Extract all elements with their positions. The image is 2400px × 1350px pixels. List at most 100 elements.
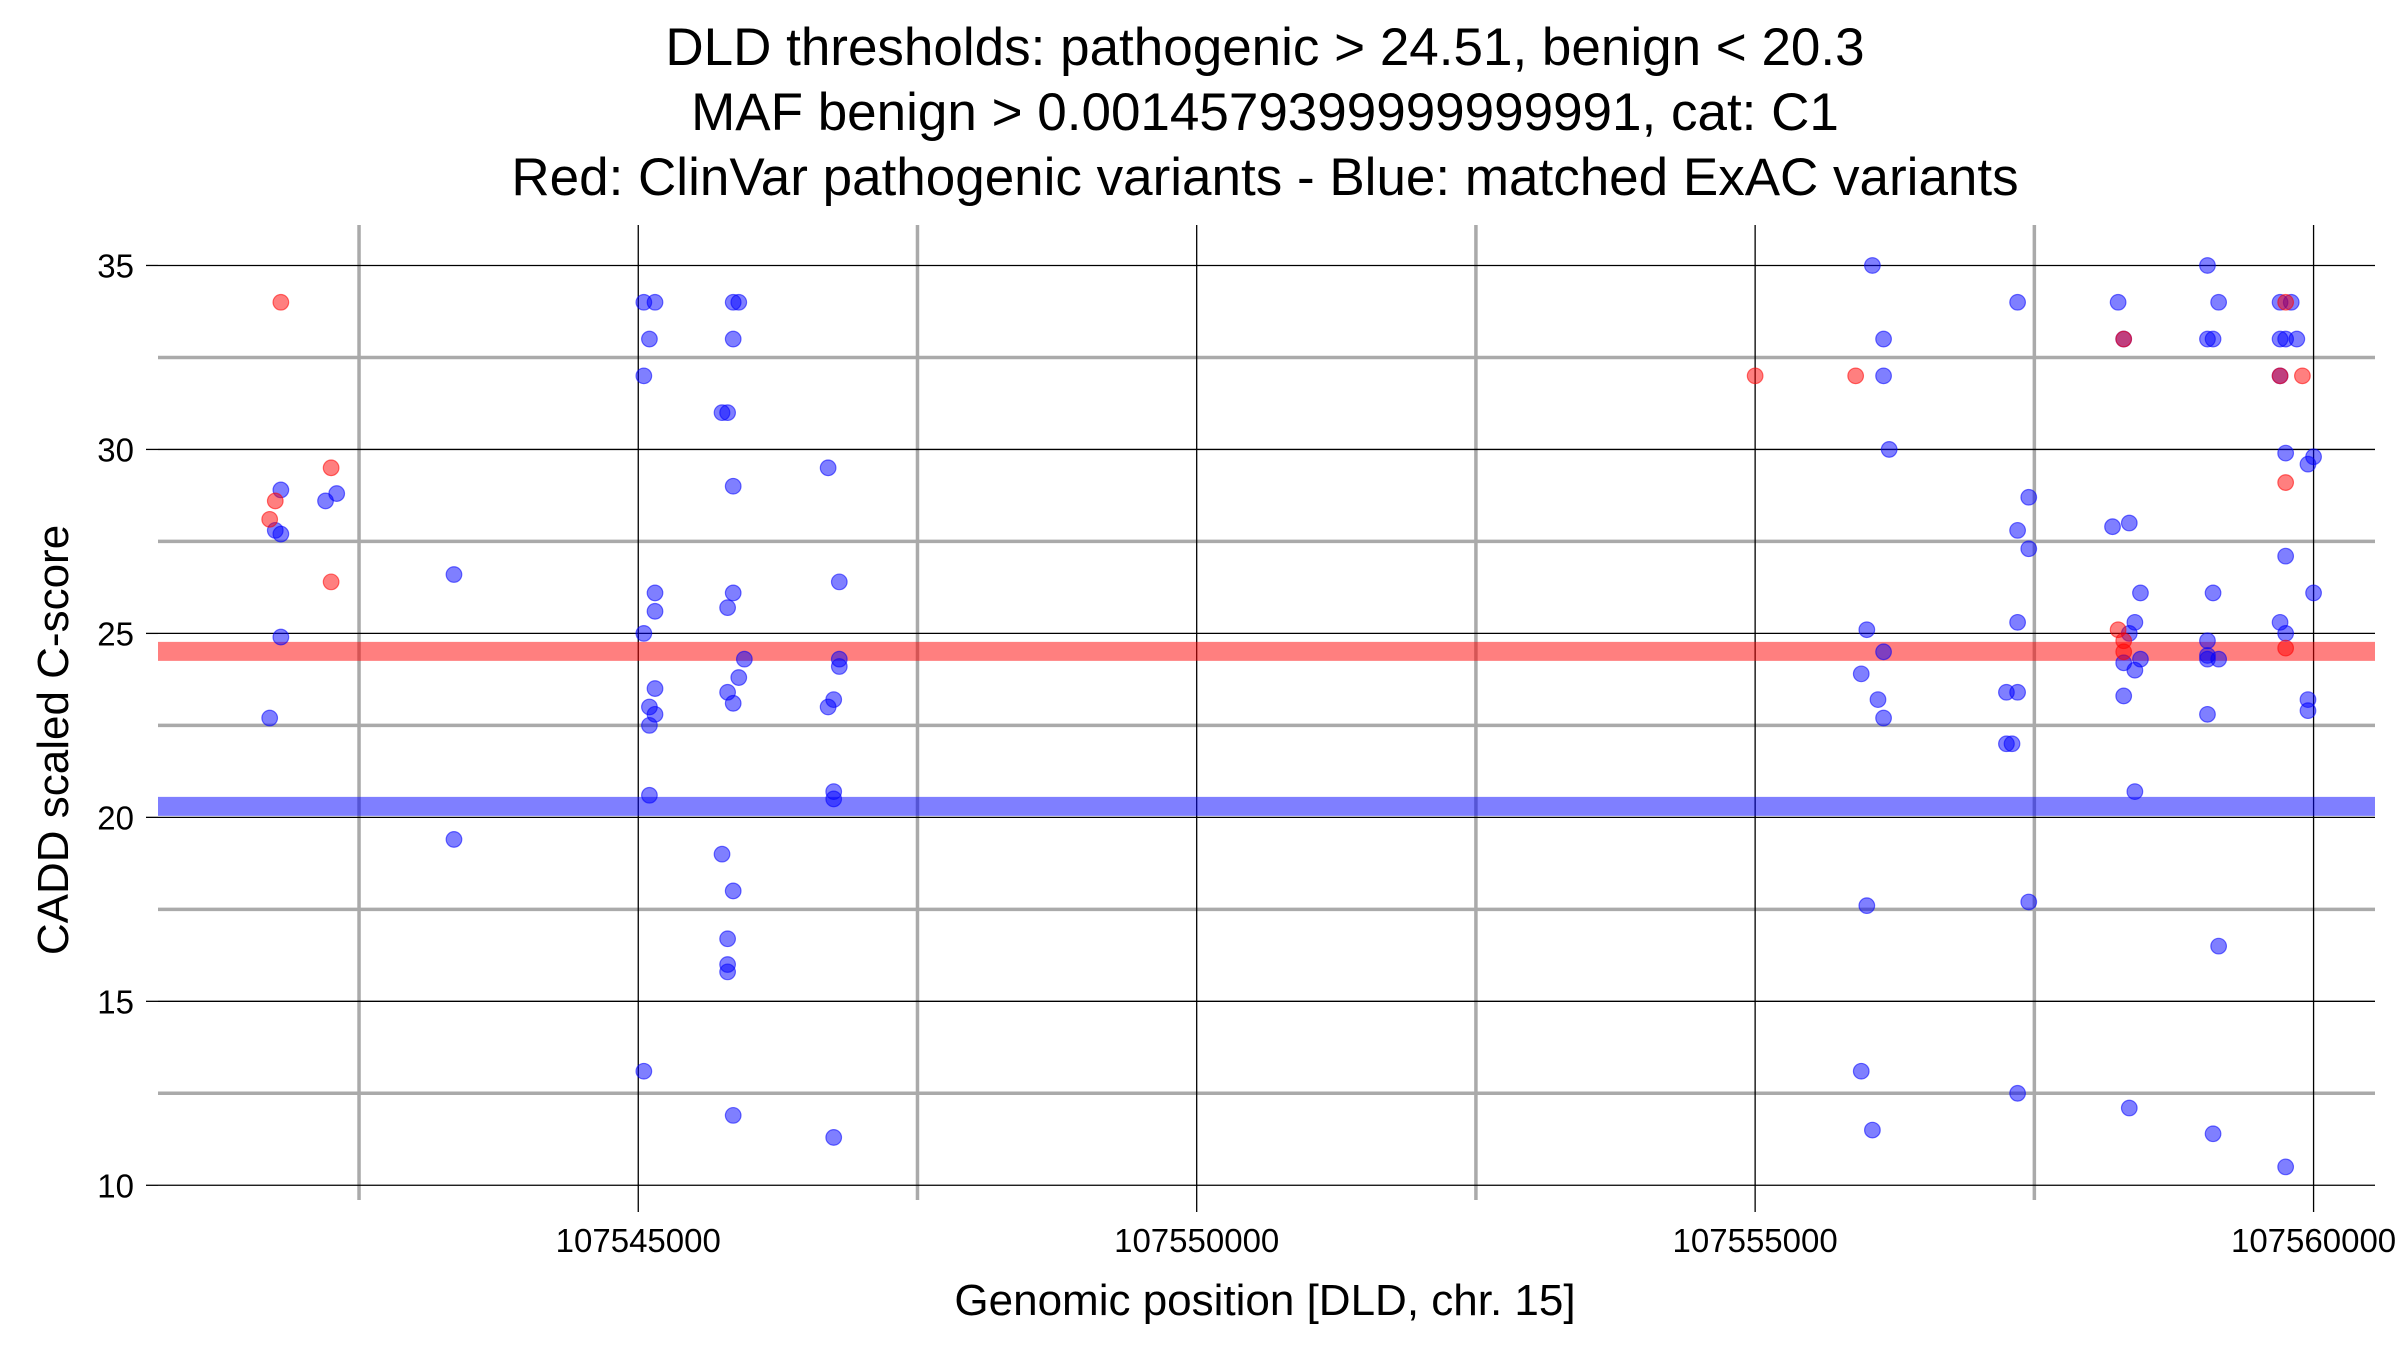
exac-point-21 — [635, 1062, 653, 1080]
exac-point-64 — [2020, 540, 2038, 558]
exac-point-55 — [1852, 665, 1870, 683]
exac-point-24 — [724, 330, 742, 348]
pathogenic-point-4 — [322, 573, 340, 591]
exac-point-20 — [641, 786, 658, 804]
exac-point-53 — [1858, 621, 1876, 639]
y-tick-label-3: 25 — [97, 615, 134, 652]
title-line-1: DLD thresholds: pathogenic > 24.51, beni… — [665, 18, 1864, 77]
exac-point-57 — [1875, 709, 1892, 727]
exac-point-26 — [719, 404, 737, 422]
exac-point-40 — [819, 459, 837, 477]
x-axis: 107545000 107550000 107555000 107560000 — [556, 1200, 2396, 1259]
pathogenic-point-14 — [2277, 474, 2295, 491]
exac-point-58 — [1858, 897, 1876, 915]
exac-point-4 — [261, 709, 279, 727]
exac-point-86 — [2210, 293, 2228, 311]
exac-point-89 — [2204, 584, 2222, 602]
exac-point-76 — [2132, 584, 2149, 602]
exac-point-103 — [2277, 444, 2295, 462]
exac-point-107 — [2305, 584, 2322, 602]
exac-point-39 — [724, 1106, 742, 1124]
exac-point-13 — [646, 584, 664, 602]
exac-point-14 — [646, 602, 664, 620]
exac-point-84 — [2120, 1099, 2138, 1117]
exac-point-51 — [1875, 367, 1892, 385]
exac-point-59 — [1852, 1062, 1870, 1080]
exac-point-83 — [2126, 783, 2144, 801]
threshold-bands — [158, 641, 2375, 816]
exac-point-2 — [272, 525, 290, 543]
exac-point-74 — [2104, 518, 2121, 536]
exac-point-3 — [272, 628, 290, 646]
exac-point-35 — [724, 882, 742, 900]
exac-point-93 — [2199, 650, 2216, 668]
exac-point-105 — [2305, 448, 2322, 466]
exac-point-49 — [1864, 257, 1881, 274]
exac-point-23 — [730, 293, 748, 311]
pathogenic-point-5 — [1847, 367, 1865, 385]
pathogenic-point-11 — [2277, 293, 2295, 311]
x-tick-label-3: 107560000 — [2231, 1222, 2396, 1259]
x-axis-title: Genomic position [DLD, chr. 15] — [954, 1276, 1575, 1325]
exac-point-54 — [1875, 643, 1892, 661]
pathogenic-point-10 — [2115, 643, 2133, 661]
title-line-3: Red: ClinVar pathogenic variants - Blue:… — [511, 148, 2018, 207]
exac-point-96 — [2204, 1125, 2222, 1143]
exac-point-65 — [2009, 613, 2026, 631]
pathogenic-point-13 — [2294, 367, 2311, 385]
exac-point-27 — [724, 477, 742, 495]
exac-point-90 — [2199, 632, 2216, 650]
pathogenic-point-1 — [261, 510, 279, 528]
exac-point-109 — [2277, 624, 2295, 642]
exac-point-67 — [2009, 683, 2026, 701]
exac-point-45 — [819, 698, 837, 716]
exac-point-28 — [724, 584, 742, 602]
exac-point-101 — [2288, 330, 2306, 348]
exac-point-34 — [713, 845, 731, 863]
exac-point-31 — [730, 669, 748, 686]
y-axis-title: CADD scaled C-score — [29, 525, 78, 955]
minor-grid — [158, 225, 2375, 1200]
exac-point-106 — [2277, 547, 2295, 565]
exac-point-7 — [445, 566, 463, 583]
exac-point-36 — [719, 930, 737, 948]
exac-point-56 — [1869, 691, 1887, 709]
exac-point-70 — [2020, 893, 2038, 911]
exac-point-52 — [1880, 441, 1898, 458]
y-tick-label-0: 10 — [97, 1167, 134, 1204]
y-tick-label-1: 15 — [97, 983, 134, 1020]
exac-point-63 — [2009, 521, 2026, 539]
exac-point-48 — [825, 1129, 843, 1146]
exac-point-10 — [646, 293, 664, 311]
exac-point-82 — [2115, 687, 2133, 705]
x-tick-label-1: 107550000 — [1114, 1222, 1279, 1259]
y-tick-label-5: 35 — [97, 247, 134, 284]
exac-point-72 — [2109, 293, 2127, 311]
exac-point-33 — [724, 694, 742, 712]
exac-point-30 — [735, 650, 753, 668]
exac-point-95 — [2210, 937, 2228, 955]
exac-point-38 — [719, 963, 737, 981]
major-grid — [158, 225, 2375, 1200]
pathogenic-point-2 — [266, 492, 284, 510]
exac-point-61 — [2009, 293, 2026, 311]
exac-point-19 — [641, 716, 658, 734]
exac-point-16 — [646, 680, 664, 697]
y-tick-label-4: 30 — [97, 431, 134, 468]
exac-point-6 — [328, 485, 346, 502]
y-tick-label-2: 20 — [97, 799, 134, 836]
exac-point-88 — [2204, 330, 2222, 348]
exac-point-43 — [830, 658, 848, 675]
pathogenic-point-6 — [1746, 367, 1764, 385]
exac-point-29 — [719, 599, 737, 617]
exac-point-75 — [2120, 514, 2138, 532]
exac-point-12 — [635, 367, 653, 385]
x-tick-label-2: 107555000 — [1673, 1222, 1838, 1259]
exac-point-41 — [830, 573, 848, 591]
data-points — [261, 257, 2322, 1176]
pathogenic-point-7 — [2115, 330, 2133, 348]
exac-point-50 — [1875, 330, 1892, 348]
pathogenic-point-0 — [272, 293, 290, 311]
title-line-2: MAF benign > 0.0014579399999999991, cat:… — [691, 83, 1839, 142]
